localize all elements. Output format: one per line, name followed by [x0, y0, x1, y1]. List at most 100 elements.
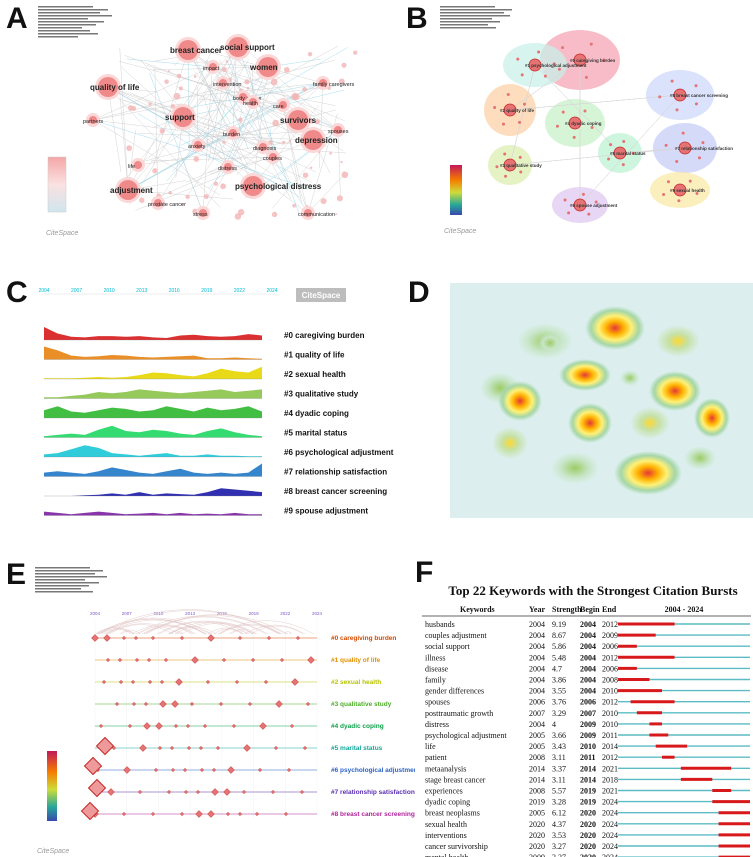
burst-cell: mental health	[425, 853, 468, 857]
cluster-center-node	[528, 58, 542, 72]
timeline-node	[147, 679, 153, 685]
cluster-node	[516, 57, 520, 61]
panel-letter-f: F	[415, 556, 434, 589]
network-edge	[107, 86, 122, 172]
timeline-arc	[119, 629, 141, 635]
keyword-label: partners	[83, 119, 103, 125]
cluster-label: #7 relationship satisfaction	[675, 146, 733, 151]
density-hotspot	[551, 452, 599, 484]
burst-cell: 2008	[529, 787, 545, 796]
burst-cell: 2012	[602, 698, 618, 707]
timeline-node	[250, 657, 256, 663]
cluster-node	[607, 157, 611, 161]
network-node	[178, 86, 183, 91]
timeline-node	[259, 722, 267, 730]
timeline-node	[179, 811, 185, 817]
cluster-node	[594, 200, 598, 204]
network-edge	[262, 146, 346, 154]
keyword-node	[228, 37, 248, 57]
cluster-node	[493, 106, 497, 110]
network-node	[338, 78, 345, 85]
timeline-arc	[137, 625, 195, 635]
burst-cell: posttraumatic growth	[425, 709, 493, 718]
cluster-label: #8 breast cancer screening	[670, 93, 728, 98]
cluster-link	[509, 64, 536, 166]
cluster-node	[506, 92, 510, 96]
timeline-arc	[104, 619, 206, 635]
keyword-node	[269, 153, 277, 161]
timeline-node	[218, 701, 224, 707]
timeline-arc	[135, 615, 269, 635]
year-tick-label: 2024	[266, 288, 277, 294]
cluster-node	[561, 110, 565, 114]
timeline-arc	[167, 626, 217, 635]
keyword-label: depression	[295, 136, 338, 145]
cluster-center-node	[613, 146, 627, 160]
cluster-node	[563, 198, 567, 202]
burst-cell: 3.43	[552, 742, 566, 751]
burst-cell: 2004	[529, 620, 545, 629]
cluster-link	[579, 94, 681, 206]
panel-letter-d: D	[408, 276, 430, 309]
keyword-label: adjustment	[110, 186, 153, 195]
burst-cell: 2005	[529, 731, 545, 740]
cluster-label: #3 qualitative study	[500, 163, 542, 168]
burst-cell: 2014	[580, 764, 596, 773]
network-edge	[182, 64, 248, 118]
burst-cell: patient	[425, 753, 448, 762]
network-node	[139, 197, 145, 203]
burst-cell: 2004	[580, 664, 596, 673]
timeline-arc	[158, 621, 244, 635]
keyword-node	[259, 143, 267, 151]
burst-cell: couples adjustment	[425, 631, 487, 640]
burst-cell: 2006	[602, 664, 618, 673]
burst-cell: 2011	[602, 731, 618, 740]
keyword-node	[154, 199, 162, 207]
network-node	[268, 140, 273, 145]
network-node	[302, 172, 309, 178]
keyword-node	[178, 40, 198, 60]
network-edge	[187, 132, 234, 196]
cluster-river	[44, 488, 262, 496]
timeline-node	[146, 657, 152, 663]
density-hotspot	[694, 398, 730, 438]
cluster-node	[495, 165, 499, 169]
timeline-node	[121, 635, 127, 641]
burst-cell: 3.27	[552, 842, 566, 851]
timeline-node	[175, 678, 183, 686]
network-edge	[183, 44, 324, 84]
panel-e-timelines: #0 caregiving burden #1 quality of life #2…	[80, 609, 415, 821]
panel-b-metadata	[440, 6, 512, 29]
burst-column-header: 2004 - 2024	[665, 605, 704, 614]
density-hotspot	[649, 371, 701, 411]
timeline-cluster-label: #1 quality of life	[331, 657, 381, 664]
burst-cell: 2024	[602, 809, 618, 818]
timeline-node	[143, 722, 151, 730]
timeline-node	[291, 678, 299, 686]
burst-cell: 2019	[580, 798, 596, 807]
burst-cell: 2012	[602, 753, 618, 762]
timeline-node	[127, 723, 133, 729]
network-edge	[307, 174, 345, 214]
burst-cell: 2014	[529, 764, 545, 773]
timeline-node	[215, 745, 221, 751]
keyword-label: impact	[203, 66, 220, 72]
burst-cell: 2012	[602, 653, 618, 662]
timeline-node	[118, 679, 124, 685]
network-node	[340, 160, 343, 164]
cluster-center-node	[503, 158, 517, 172]
cluster-river	[44, 445, 262, 457]
keyword-node	[249, 98, 257, 106]
burst-cell: sexual health	[425, 820, 467, 829]
burst-cell: 2010	[602, 720, 618, 729]
burst-cell: 2019	[529, 798, 545, 807]
timeline-node	[295, 635, 301, 641]
network-edge	[222, 82, 336, 106]
timeline-hub-node	[83, 756, 103, 776]
burst-cell: 2009	[580, 720, 596, 729]
network-node	[281, 140, 286, 144]
timeline-node	[254, 811, 260, 817]
keyword-node	[194, 141, 202, 149]
network-node	[167, 70, 170, 73]
cluster-node	[504, 174, 508, 178]
